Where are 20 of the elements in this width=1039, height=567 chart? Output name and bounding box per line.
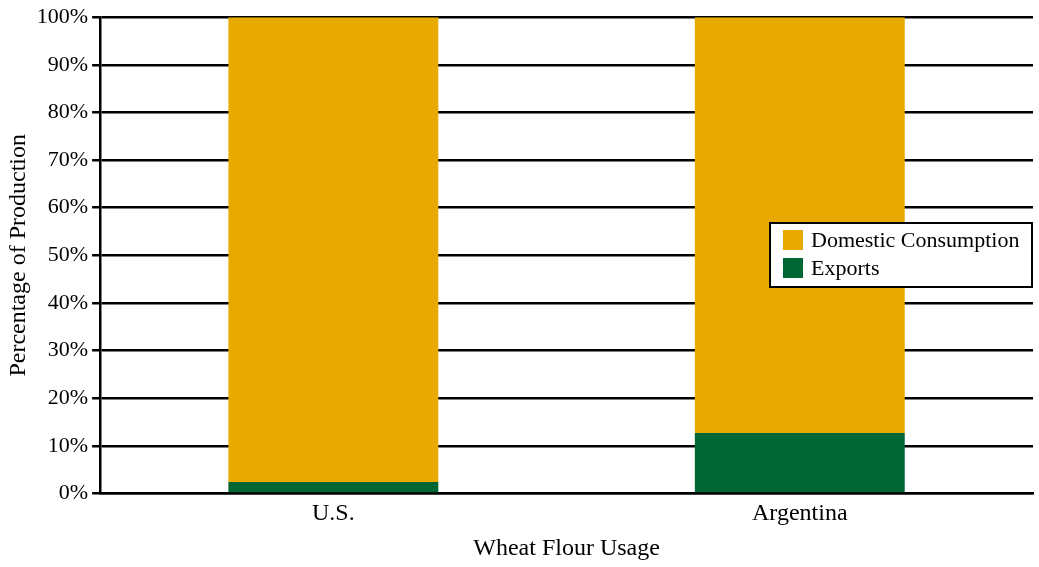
bar	[228, 17, 439, 482]
x-axis-title: Wheat Flour Usage	[473, 533, 660, 560]
y-tick-label: 60%	[47, 193, 89, 219]
legend-label: Exports	[811, 255, 880, 282]
y-tick-label: 30%	[47, 336, 89, 362]
y-tick-label: 100%	[36, 2, 89, 28]
y-tick-label: 0%	[58, 479, 89, 505]
y-tick-label: 10%	[47, 431, 89, 457]
bar	[694, 432, 905, 493]
y-tick-label: 50%	[47, 241, 89, 267]
y-tick-label: 40%	[47, 288, 89, 314]
y-tick-label: 20%	[47, 383, 89, 409]
bar	[228, 481, 439, 493]
y-tick-label: 70%	[47, 145, 89, 171]
x-tick-label: U.S.	[312, 499, 355, 526]
y-tick-label: 90%	[47, 50, 89, 76]
y-axis-title: Percentage of Production	[3, 134, 30, 377]
y-tick-label: 80%	[47, 98, 89, 124]
x-tick-label: Argentina	[752, 499, 848, 526]
legend-label: Domestic Consumption	[811, 227, 1020, 254]
